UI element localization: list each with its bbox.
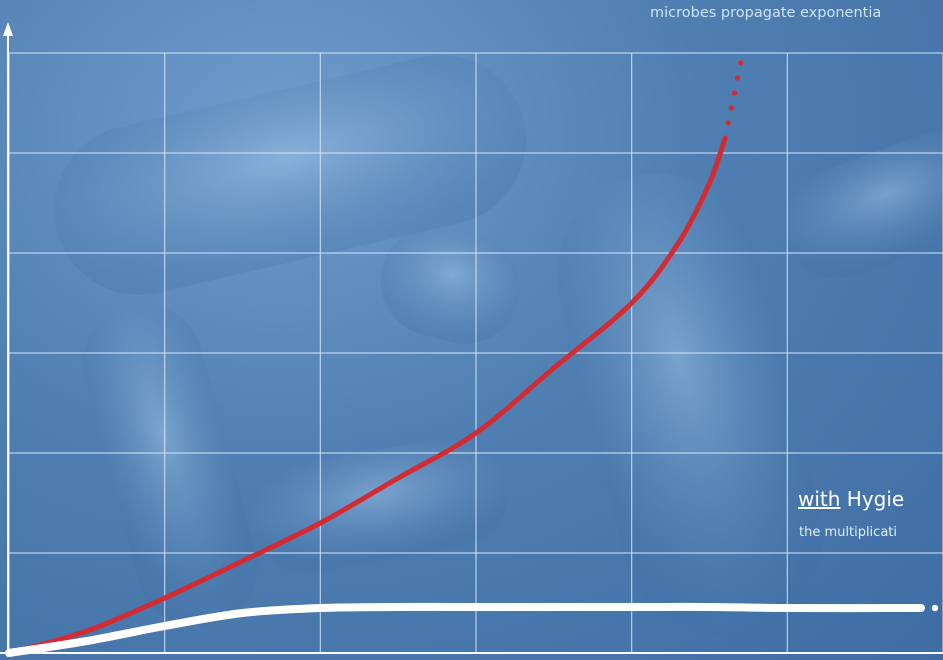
- hygiene-word: Hygie: [846, 487, 905, 511]
- chart-series: [5, 60, 939, 657]
- exponential-growth-label: microbes propagate exponentia: [650, 5, 882, 21]
- chart-grid: [8, 52, 943, 654]
- without-hygiene-curve: [6, 135, 728, 656]
- without-hygiene-dot: [734, 75, 741, 81]
- with-hygiene-dot: [931, 604, 939, 612]
- bacterium-shape: [783, 131, 943, 279]
- bacterium-shape: [251, 436, 509, 574]
- multiplication-subtitle: the multiplicati: [799, 525, 897, 540]
- with-hygiene-label: with Hygie: [798, 487, 904, 511]
- y-axis-arrowhead: [3, 22, 13, 36]
- without-hygiene-dot: [738, 60, 744, 66]
- with-hygiene-curve: [5, 602, 925, 657]
- bacterium-shape: [557, 174, 823, 636]
- bacteria-background: [53, 55, 943, 636]
- chart-axes: [0, 22, 943, 657]
- without-hygiene-dot: [728, 105, 734, 111]
- without-hygiene-dot: [725, 120, 731, 126]
- bacterium-shape: [380, 226, 520, 344]
- without-hygiene-dot: [731, 90, 738, 96]
- with-word: with: [798, 487, 841, 511]
- bacterium-shape: [82, 303, 258, 627]
